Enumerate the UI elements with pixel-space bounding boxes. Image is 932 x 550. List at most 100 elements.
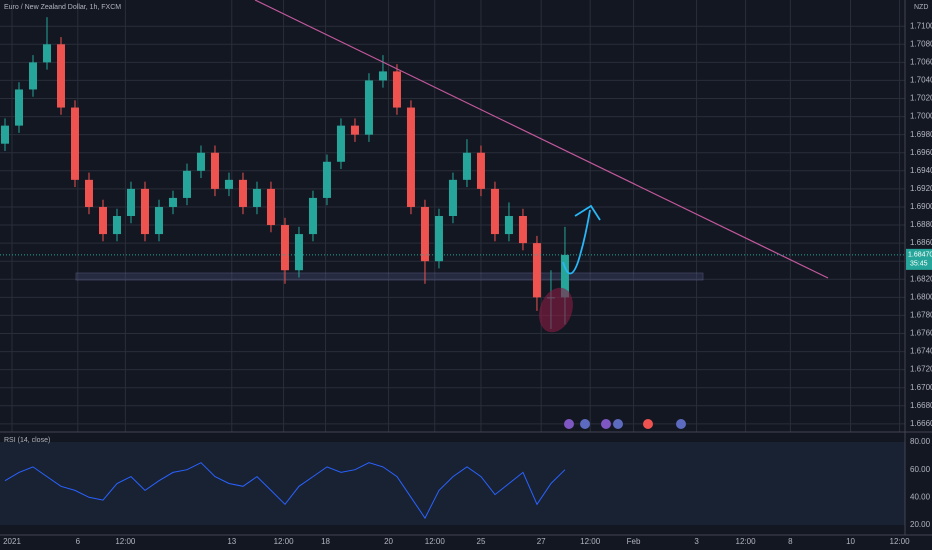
- event-icon[interactable]: [564, 419, 574, 429]
- candle-body: [56, 44, 65, 108]
- candle-body: [266, 188, 275, 226]
- y-tick-label: 1.69600: [910, 148, 932, 157]
- candle-body: [336, 125, 345, 162]
- x-tick-label: 10: [846, 537, 855, 546]
- candle-body: [154, 206, 163, 235]
- event-icon[interactable]: [643, 419, 653, 429]
- candle-body: [392, 71, 401, 108]
- candle-body: [518, 216, 527, 244]
- rsi-tick-label: 60.00: [910, 465, 931, 474]
- candle-body: [280, 225, 289, 271]
- candle-body: [126, 188, 135, 216]
- candle-body: [196, 152, 205, 171]
- candle-body: [322, 161, 331, 198]
- y-tick-label: 1.68800: [910, 220, 932, 229]
- y-tick-label: 1.68600: [910, 238, 932, 247]
- candle-body: [364, 80, 373, 135]
- candle-body: [378, 71, 387, 81]
- y-tick-label: 1.69800: [910, 130, 932, 139]
- candle-body: [532, 243, 541, 298]
- y-tick-label: 1.70800: [910, 39, 932, 48]
- candle-body: [490, 188, 499, 235]
- support-zone: [75, 272, 704, 281]
- x-tick-label: 2021: [3, 537, 21, 546]
- currency-label: NZD: [914, 4, 928, 11]
- candle-body: [70, 107, 79, 180]
- y-tick-label: 1.70600: [910, 57, 932, 66]
- candle-body: [210, 152, 219, 189]
- x-tick-label: 18: [321, 537, 330, 546]
- x-tick-label: 20: [384, 537, 393, 546]
- projection-arrow: [562, 209, 591, 275]
- rsi-line: [4, 462, 566, 520]
- countdown-label: 35:45: [910, 261, 928, 268]
- candle-body: [252, 188, 261, 207]
- candle-body: [182, 170, 191, 198]
- x-tick-label: 12:00: [274, 537, 295, 546]
- y-tick-label: 1.67600: [910, 329, 932, 338]
- x-tick-label: 6: [76, 537, 81, 546]
- x-tick-label: 3: [694, 537, 699, 546]
- x-tick-label: 25: [477, 537, 486, 546]
- highlight-ellipse: [539, 287, 573, 333]
- candle-body: [434, 216, 443, 262]
- event-icon[interactable]: [601, 419, 611, 429]
- candle-body: [308, 197, 317, 235]
- event-icon[interactable]: [613, 419, 623, 429]
- event-icon[interactable]: [580, 419, 590, 429]
- y-tick-label: 1.67800: [910, 311, 932, 320]
- y-tick-label: 1.67200: [910, 365, 932, 374]
- candle-body: [406, 107, 415, 207]
- candle-body: [420, 206, 429, 262]
- y-tick-label: 1.68200: [910, 274, 932, 283]
- candle-body: [0, 125, 9, 144]
- y-tick-label: 1.70000: [910, 112, 932, 121]
- y-tick-label: 1.70200: [910, 94, 932, 103]
- x-tick-label: 12:00: [425, 537, 446, 546]
- y-tick-label: 1.67400: [910, 347, 932, 356]
- axes: 1.66600 1.66800 1.67000 1.67200 1.67400 1.676…: [3, 21, 932, 546]
- x-tick-label: 27: [537, 537, 546, 546]
- candle-body: [504, 216, 513, 235]
- candle-body: [168, 197, 177, 207]
- rsi-title: RSI (14, close): [4, 437, 50, 444]
- arrow-head: [574, 204, 601, 221]
- candle-body: [140, 188, 149, 235]
- y-tick-label: 1.68000: [910, 292, 932, 301]
- candle-body: [238, 179, 247, 207]
- y-tick-label: 1.71000: [910, 21, 932, 30]
- x-tick-label: 13: [227, 537, 236, 546]
- x-tick-label: 12:00: [890, 537, 911, 546]
- last-price-box: [906, 248, 932, 270]
- x-tick-label: 12:00: [115, 537, 136, 546]
- candle-body: [462, 152, 471, 180]
- candle-body: [350, 125, 359, 135]
- y-tick-label: 1.67000: [910, 383, 932, 392]
- last-price-label: 1.68470: [908, 252, 932, 259]
- rsi-tick-label: 40.00: [910, 492, 931, 501]
- symbol-title: Euro / New Zealand Dollar, 1h, FXCM: [4, 4, 121, 11]
- y-tick-label: 1.70400: [910, 76, 932, 85]
- y-tick-label: 1.69400: [910, 166, 932, 175]
- y-tick-label: 1.69000: [910, 202, 932, 211]
- candle-body: [14, 89, 23, 126]
- candle-body: [224, 179, 233, 189]
- x-tick-label: 12:00: [736, 537, 757, 546]
- rsi-tick-label: 20.00: [910, 520, 931, 529]
- candle-body: [448, 179, 457, 216]
- x-tick-label: Feb: [627, 537, 641, 546]
- event-icon[interactable]: [676, 419, 686, 429]
- candle-body: [42, 44, 51, 63]
- y-tick-label: 1.66600: [910, 419, 932, 428]
- event-icons: [564, 419, 686, 429]
- x-tick-label: 8: [788, 537, 793, 546]
- candles: [0, 17, 569, 329]
- candle-body: [84, 179, 93, 207]
- y-tick-label: 1.69200: [910, 184, 932, 193]
- candle-body: [294, 234, 303, 271]
- candle-body: [560, 254, 569, 298]
- candle-body: [98, 206, 107, 235]
- candle-body: [28, 62, 37, 90]
